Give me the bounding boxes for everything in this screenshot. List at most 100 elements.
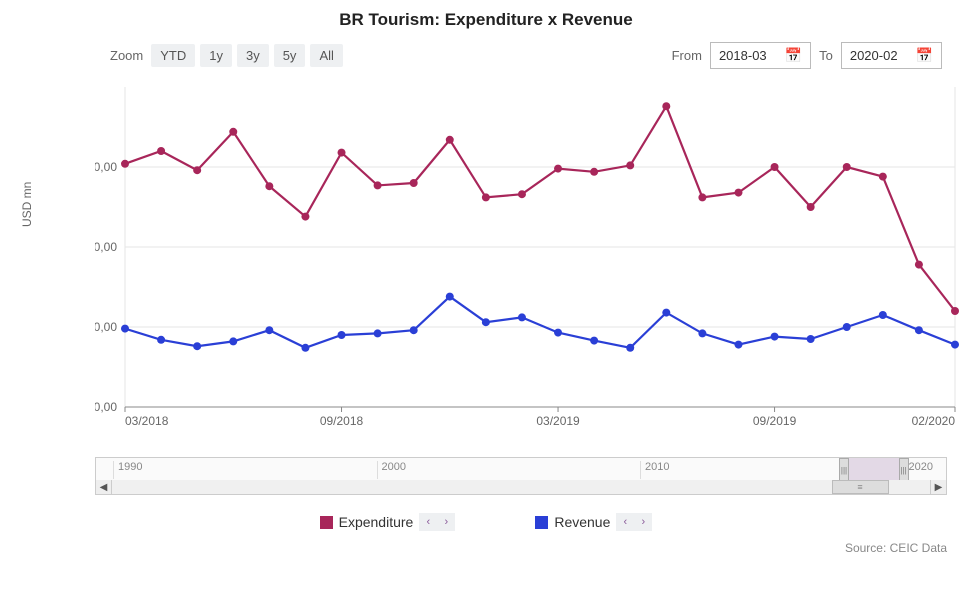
navigator-right-arrow[interactable]: ▶ — [930, 480, 946, 494]
chart-title: BR Tourism: Expenditure x Revenue — [10, 10, 962, 30]
navigator-tick: 1990 — [113, 461, 142, 479]
series-marker-expenditure[interactable] — [193, 166, 201, 174]
to-label: To — [819, 48, 833, 63]
legend-swatch — [535, 516, 548, 529]
series-marker-revenue[interactable] — [626, 344, 634, 352]
navigator-scrollbar[interactable]: ≡ — [112, 480, 930, 494]
series-marker-revenue[interactable] — [554, 329, 562, 337]
y-tick-label: 0,00 — [95, 400, 117, 414]
y-tick-label: 1.500,00 — [95, 160, 117, 174]
legend-prev-button[interactable]: ‹ — [616, 513, 634, 531]
to-date-input[interactable]: 2020-02 📅 — [841, 42, 942, 69]
series-marker-expenditure[interactable] — [518, 190, 526, 198]
series-marker-revenue[interactable] — [265, 326, 273, 334]
series-marker-revenue[interactable] — [879, 311, 887, 319]
series-marker-expenditure[interactable] — [482, 193, 490, 201]
zoom-button-3y[interactable]: 3y — [237, 44, 269, 67]
y-tick-label: 500,00 — [95, 320, 117, 334]
series-marker-revenue[interactable] — [771, 333, 779, 341]
series-marker-expenditure[interactable] — [843, 163, 851, 171]
series-marker-expenditure[interactable] — [554, 165, 562, 173]
legend-nav: ‹ › — [616, 513, 652, 531]
series-marker-revenue[interactable] — [518, 313, 526, 321]
series-marker-revenue[interactable] — [301, 344, 309, 352]
series-marker-revenue[interactable] — [446, 293, 454, 301]
to-date-value: 2020-02 — [850, 48, 898, 63]
x-tick-label: 09/2018 — [320, 414, 364, 428]
y-axis-label: USD mn — [20, 182, 34, 227]
calendar-icon: 📅 — [916, 47, 933, 64]
series-marker-revenue[interactable] — [157, 336, 165, 344]
series-marker-expenditure[interactable] — [338, 149, 346, 157]
series-marker-expenditure[interactable] — [951, 307, 959, 315]
series-marker-revenue[interactable] — [843, 323, 851, 331]
series-marker-revenue[interactable] — [915, 326, 923, 334]
legend-next-button[interactable]: › — [437, 513, 455, 531]
x-tick-label: 09/2019 — [753, 414, 797, 428]
series-marker-expenditure[interactable] — [698, 193, 706, 201]
series-marker-expenditure[interactable] — [590, 168, 598, 176]
series-marker-expenditure[interactable] — [265, 182, 273, 190]
from-date-input[interactable]: 2018-03 📅 — [710, 42, 811, 69]
navigator-left-arrow[interactable]: ◀ — [96, 480, 112, 494]
range-navigator[interactable]: 1990200020102020|||||| ≡ ◀ ▶ — [95, 457, 947, 495]
series-marker-expenditure[interactable] — [662, 102, 670, 110]
series-marker-expenditure[interactable] — [879, 173, 887, 181]
x-tick-label: 03/2018 — [125, 414, 169, 428]
navigator-tick: 2000 — [377, 461, 406, 479]
series-marker-expenditure[interactable] — [374, 181, 382, 189]
series-marker-expenditure[interactable] — [157, 147, 165, 155]
legend: Expenditure ‹ › Revenue ‹ › — [10, 513, 962, 531]
series-marker-revenue[interactable] — [698, 329, 706, 337]
legend-next-button[interactable]: › — [634, 513, 652, 531]
series-marker-expenditure[interactable] — [771, 163, 779, 171]
legend-swatch — [320, 516, 333, 529]
series-line-expenditure[interactable] — [125, 106, 955, 311]
series-marker-revenue[interactable] — [951, 341, 959, 349]
series-marker-expenditure[interactable] — [626, 161, 634, 169]
y-tick-label: 1.000,00 — [95, 240, 117, 254]
navigator-tick: 2010 — [640, 461, 669, 479]
zoom-button-ytd[interactable]: YTD — [151, 44, 195, 67]
zoom-label: Zoom — [110, 48, 143, 63]
series-marker-expenditure[interactable] — [410, 179, 418, 187]
series-marker-revenue[interactable] — [229, 337, 237, 345]
legend-item-revenue[interactable]: Revenue ‹ › — [535, 513, 652, 531]
legend-label: Revenue — [554, 514, 610, 530]
series-marker-expenditure[interactable] — [915, 261, 923, 269]
navigator-track[interactable]: 1990200020102020|||||| — [96, 458, 946, 482]
legend-item-expenditure[interactable]: Expenditure ‹ › — [320, 513, 456, 531]
series-marker-revenue[interactable] — [338, 331, 346, 339]
navigator-scroll-thumb[interactable]: ≡ — [832, 480, 889, 494]
series-marker-revenue[interactable] — [662, 309, 670, 317]
series-marker-revenue[interactable] — [590, 337, 598, 345]
navigator-handle-left[interactable]: ||| — [839, 458, 849, 482]
legend-nav: ‹ › — [419, 513, 455, 531]
series-line-revenue[interactable] — [125, 297, 955, 348]
controls-row: Zoom YTD1y3y5yAll From 2018-03 📅 To 2020… — [10, 42, 962, 77]
chart-svg[interactable]: 0,00 500,00 1.000,00 1.500,00 03/2018 09/2018… — [95, 77, 965, 437]
navigator-selection[interactable] — [844, 458, 904, 482]
legend-prev-button[interactable]: ‹ — [419, 513, 437, 531]
navigator-handle-right[interactable]: ||| — [899, 458, 909, 482]
series-marker-revenue[interactable] — [807, 335, 815, 343]
series-marker-revenue[interactable] — [482, 318, 490, 326]
series-marker-revenue[interactable] — [734, 341, 742, 349]
series-marker-revenue[interactable] — [193, 342, 201, 350]
zoom-button-5y[interactable]: 5y — [274, 44, 306, 67]
date-range-group: From 2018-03 📅 To 2020-02 📅 — [672, 42, 942, 69]
series-marker-expenditure[interactable] — [301, 213, 309, 221]
chart-area: USD mn 0,00500,001.000,001.500,0003/2018… — [25, 77, 947, 437]
series-marker-revenue[interactable] — [121, 325, 129, 333]
series-marker-expenditure[interactable] — [121, 160, 129, 168]
zoom-button-all[interactable]: All — [310, 44, 342, 67]
from-label: From — [672, 48, 702, 63]
series-marker-expenditure[interactable] — [446, 136, 454, 144]
series-marker-expenditure[interactable] — [807, 203, 815, 211]
series-marker-revenue[interactable] — [410, 326, 418, 334]
series-marker-revenue[interactable] — [374, 329, 382, 337]
series-marker-expenditure[interactable] — [734, 189, 742, 197]
series-marker-expenditure[interactable] — [229, 128, 237, 136]
x-tick-label: 02/2020 — [912, 414, 956, 428]
zoom-button-1y[interactable]: 1y — [200, 44, 232, 67]
